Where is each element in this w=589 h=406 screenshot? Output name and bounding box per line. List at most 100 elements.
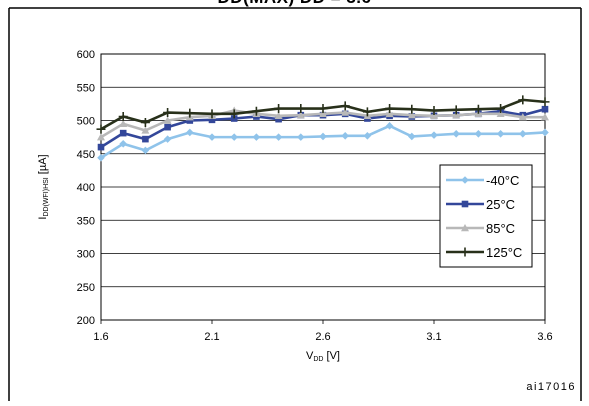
y-tick-label: 500 (77, 116, 95, 128)
legend-swatch-marker (461, 176, 469, 184)
data-point (186, 128, 194, 137)
data-point (118, 112, 128, 122)
legend-label: 85°C (486, 221, 515, 236)
data-point (496, 130, 505, 138)
x-axis-label-main: V (306, 350, 314, 362)
x-tick-label: 2.6 (315, 331, 330, 343)
data-point (340, 101, 350, 111)
x-axis-label-sub: DD (313, 356, 323, 363)
plot-area-frame (100, 53, 546, 321)
data-point (119, 139, 127, 148)
legend-swatch-marker (460, 247, 470, 257)
x-axis-label-unit: [V] (323, 350, 340, 362)
data-point (229, 109, 239, 119)
data-point (207, 109, 217, 119)
data-point (208, 133, 216, 141)
y-tick-label: 550 (77, 82, 95, 94)
data-point (274, 111, 283, 120)
data-point (96, 124, 106, 134)
y-tick-label: 200 (77, 315, 95, 327)
legend-swatch-marker (461, 224, 469, 232)
data-point (185, 108, 195, 118)
data-point (452, 130, 460, 138)
data-point (362, 107, 372, 117)
data-point (297, 133, 305, 141)
x-tick-label: 3.1 (426, 331, 441, 343)
y-tick-label: 300 (77, 249, 95, 261)
data-point (430, 131, 438, 139)
y-axis-label-sub: DD(WFI)HSI (43, 177, 50, 216)
data-point (251, 106, 261, 116)
data-point (275, 115, 282, 123)
data-point (252, 133, 261, 141)
data-point (141, 126, 150, 134)
series-layer (96, 95, 550, 162)
data-point (141, 146, 150, 155)
legend-swatch-marker (461, 200, 469, 208)
data-point (474, 130, 483, 138)
data-point (430, 111, 438, 120)
data-point (186, 117, 194, 124)
data-point (407, 104, 417, 114)
data-point (518, 95, 528, 105)
series-3 (96, 95, 550, 134)
data-point (163, 135, 172, 143)
data-point (519, 130, 527, 138)
clipped-header-text: DD(MAX) DD = 3.6 (0, 0, 589, 8)
data-point (385, 109, 394, 118)
data-point (385, 122, 394, 130)
data-point (319, 132, 327, 141)
data-point (208, 116, 216, 124)
y-tick-label: 400 (77, 182, 95, 194)
series-0 (97, 122, 549, 162)
data-point (540, 97, 550, 107)
y-axis-label-main: I (37, 217, 49, 220)
data-point (140, 117, 150, 127)
series-2 (97, 106, 549, 141)
data-point (319, 109, 327, 118)
data-point (451, 105, 461, 115)
y-tick-labels: 200 250 300 350 400 450 500 550 600 (77, 49, 95, 327)
data-point (230, 133, 238, 141)
y-tick-label: 450 (77, 149, 95, 161)
y-axis-label: IDD(WFI)HSI [µA] (37, 154, 50, 219)
legend-label: -40°C (486, 173, 519, 188)
x-tick-label: 2.1 (204, 331, 219, 343)
data-point (296, 111, 305, 119)
x-tick-label: 1.6 (93, 331, 108, 343)
y-tick-label: 600 (77, 49, 95, 61)
legend-label: 125°C (486, 245, 522, 260)
x-tick-label: 3.6 (537, 331, 552, 343)
data-point (408, 132, 416, 141)
data-point (429, 106, 439, 116)
figure-id: ai17016 (526, 381, 576, 393)
legend: -40°C 25°C 85°C 125°C (446, 173, 522, 260)
data-point (296, 104, 306, 114)
data-point (385, 104, 395, 114)
x-axis-label: VDD [V] (306, 350, 340, 363)
data-point (119, 129, 127, 137)
legend-box (439, 164, 533, 268)
data-point (119, 119, 128, 128)
data-point (541, 105, 549, 113)
data-point (274, 104, 284, 114)
data-point (496, 109, 505, 118)
data-point (541, 128, 549, 137)
data-point (341, 108, 350, 116)
data-point (163, 108, 173, 118)
data-point (407, 111, 416, 119)
data-point (318, 104, 328, 114)
data-point (363, 131, 372, 140)
y-axis-label-unit: [µA] (37, 154, 49, 177)
data-point (164, 123, 171, 131)
data-point (142, 135, 149, 143)
data-point (473, 104, 483, 114)
legend-label: 25°C (486, 197, 515, 212)
x-tick-labels: 1.6 2.1 2.6 3.1 3.6 (93, 331, 552, 343)
data-point (97, 133, 105, 141)
data-point (452, 111, 461, 119)
data-point (274, 133, 283, 141)
data-point (496, 104, 506, 114)
